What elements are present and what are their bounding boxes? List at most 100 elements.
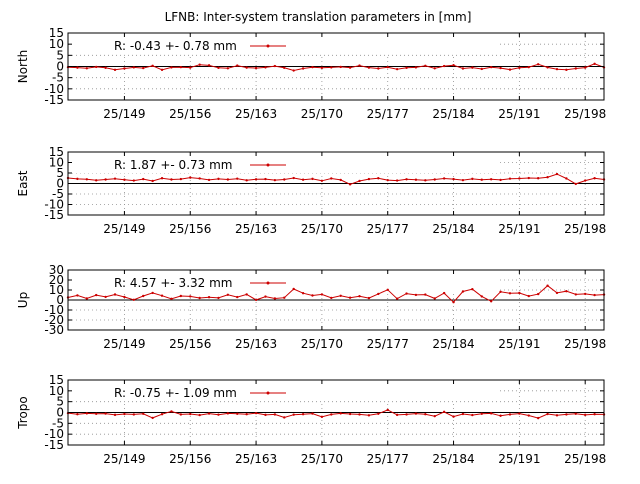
data-point [283, 296, 286, 299]
data-point [320, 293, 324, 296]
x-tick-label: 25/184 [432, 222, 474, 236]
data-point [424, 293, 427, 296]
data-point [424, 413, 427, 416]
data-point [555, 291, 559, 295]
data-point [273, 64, 277, 68]
data-point [76, 177, 79, 181]
data-point [189, 66, 192, 69]
data-point [508, 413, 512, 416]
y-tick-label: -15 [44, 438, 64, 452]
data-point [461, 290, 465, 293]
data-point [348, 66, 352, 69]
x-tick-label: 25/156 [169, 222, 211, 236]
legend-label: R: -0.43 +- 0.78 mm [114, 39, 237, 53]
data-point [160, 413, 164, 416]
data-point [536, 292, 540, 296]
data-point [433, 67, 436, 70]
data-point [424, 179, 427, 182]
y-axis-label: Tropo [16, 396, 30, 430]
data-point [480, 67, 483, 71]
data-point [132, 179, 136, 182]
data-point [320, 415, 324, 419]
data-point [574, 182, 577, 186]
data-point [254, 178, 258, 181]
data-point [386, 408, 389, 412]
y-tick-label: -5 [52, 187, 64, 201]
data-point [104, 412, 107, 415]
x-tick-label: 25/184 [432, 107, 474, 121]
x-tick-label: 25/170 [301, 107, 343, 121]
legend-marker [266, 281, 270, 285]
data-point [367, 414, 371, 417]
data-point [160, 294, 164, 297]
data-point [386, 178, 389, 182]
x-tick-label: 25/184 [432, 337, 474, 351]
x-tick-label: 25/191 [498, 452, 540, 466]
y-tick-label: -5 [52, 71, 64, 85]
data-point [198, 413, 201, 417]
data-point [292, 413, 295, 416]
data-point [546, 284, 549, 287]
data-point [377, 177, 380, 180]
y-tick-label: -10 [44, 198, 64, 212]
x-tick-label: 25/156 [169, 107, 211, 121]
data-point [198, 63, 201, 66]
data-point [245, 66, 248, 69]
x-tick-label: 25/191 [498, 222, 540, 236]
data-point [160, 177, 164, 180]
y-tick-label: 20 [49, 273, 64, 287]
data-point [160, 68, 164, 72]
legend-label: R: 1.87 +- 0.73 mm [114, 158, 232, 172]
data-point [574, 412, 577, 415]
data-point [452, 63, 455, 67]
data-point [292, 69, 295, 72]
data-point [499, 178, 502, 182]
data-point [236, 64, 239, 67]
data-point [226, 67, 230, 70]
data-point [151, 291, 154, 295]
data-point [245, 293, 248, 296]
data-point [583, 292, 587, 296]
legend-backdrop [69, 381, 499, 401]
data-point [536, 416, 540, 420]
data-point [452, 301, 455, 304]
data-point [301, 292, 305, 295]
data-point [442, 177, 446, 180]
data-point [405, 413, 408, 416]
data-point [414, 66, 418, 69]
data-point [226, 293, 230, 296]
data-point [292, 176, 295, 180]
data-point [179, 177, 183, 181]
x-tick-label: 25/149 [103, 452, 145, 466]
x-tick-label: 25/156 [169, 452, 211, 466]
data-point [142, 294, 145, 298]
data-point [452, 415, 455, 418]
data-point [273, 178, 277, 182]
data-point [348, 296, 352, 299]
data-point [264, 413, 267, 417]
data-point [170, 297, 173, 300]
data-point [264, 177, 267, 181]
data-point [142, 66, 145, 70]
y-tick-label: -20 [44, 313, 64, 327]
data-point [311, 177, 314, 181]
data-point [254, 411, 258, 415]
data-point [593, 293, 596, 297]
data-point [395, 297, 399, 300]
x-tick-label: 25/191 [498, 107, 540, 121]
data-point [113, 413, 117, 417]
data-point [292, 287, 295, 291]
data-point [283, 178, 286, 181]
y-tick-label: 15 [49, 373, 64, 387]
data-point [113, 68, 117, 72]
data-point [151, 416, 154, 420]
data-point [142, 177, 145, 181]
data-point [132, 298, 136, 301]
data-point [583, 413, 587, 417]
data-point [489, 300, 493, 303]
data-point [179, 65, 183, 69]
x-tick-label: 25/177 [367, 222, 409, 236]
